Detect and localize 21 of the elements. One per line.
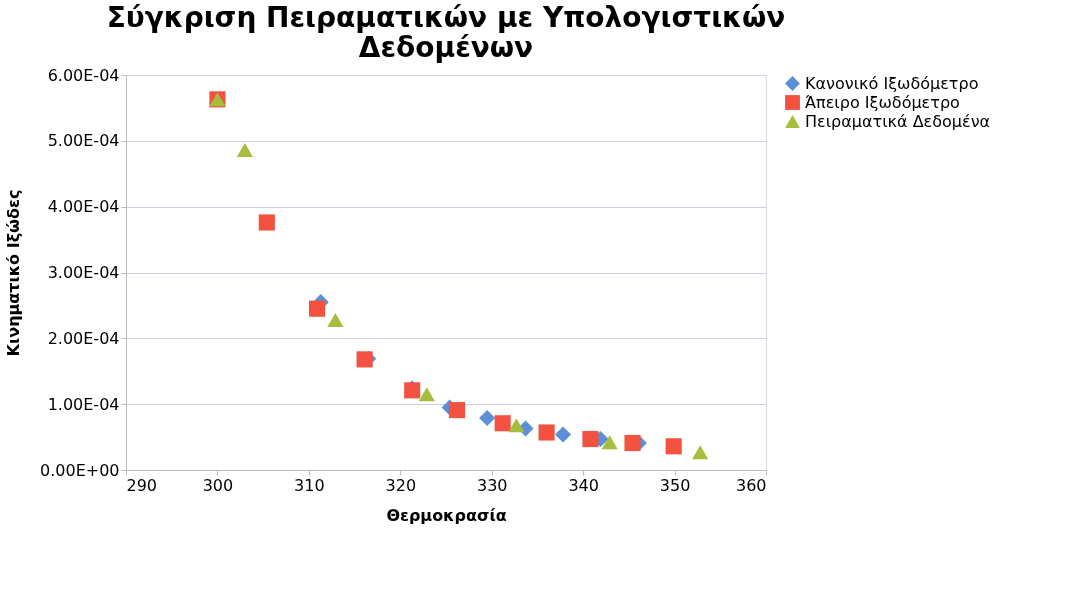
legend-label: Πειραματικά Δεδομένα [805,111,991,131]
x-tick-label: 330 [476,475,508,495]
chart-title: Σύγκριση Πειραματικών με Υπολογιστικών Δεδομένων [106,1,786,64]
x-tick-label: 340 [568,475,599,495]
legend-label: Άπειρο Ιξωδόμετρο [805,92,960,112]
y-tick-label: 0.00E+00 [40,460,120,480]
x-axis-title: Θερμοκρασία [386,505,507,525]
x-tick-label: 300 [202,475,234,495]
x-tick-label: 350 [659,475,691,495]
y-tick-label: 2.00E-04 [47,328,120,348]
y-tick-label: 4.00E-04 [47,197,120,217]
y-axis-title: Κινηματικό Ιξώδες [4,189,23,357]
x-tick-label: 320 [385,475,417,495]
y-tick-label: 3.00E-04 [47,263,120,282]
y-tick-label: 6.00E-04 [47,65,120,85]
legend-label: Κανονικό Ιξωδόμετρο [805,73,979,93]
y-tick-label: 5.00E-04 [47,131,120,151]
x-tick-label: 360 [735,475,767,495]
x-tick-label: 290 [126,475,158,495]
x-tick-label: 310 [294,475,325,495]
y-tick-label: 1.00E-04 [47,394,120,414]
